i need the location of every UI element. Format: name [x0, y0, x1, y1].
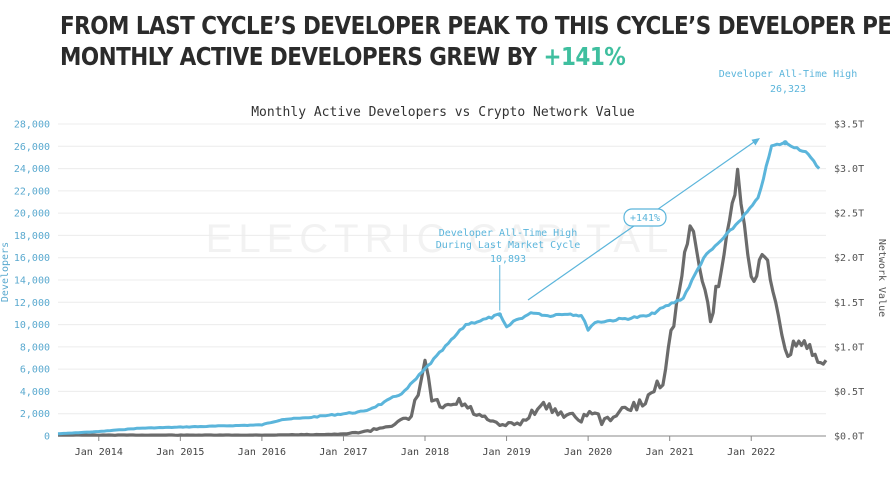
x-axis-tick-label: Jan 2016 — [238, 447, 286, 458]
right-axis-tick-label: $3.5T — [834, 120, 864, 131]
left-axis-tick-label: 20,000 — [14, 209, 50, 220]
x-axis-tick-label: Jan 2015 — [156, 447, 204, 458]
x-axis-tick-label: Jan 2021 — [646, 447, 694, 458]
this-peak-marker — [782, 140, 788, 146]
x-axis-tick-label: Jan 2014 — [75, 447, 123, 458]
last-peak-value: 10,893 — [490, 254, 526, 265]
last-peak-marker — [497, 312, 502, 317]
x-axis-tick-label: Jan 2017 — [319, 447, 367, 458]
left-axis-tick-label: 10,000 — [14, 320, 50, 331]
right-axis-tick-label: $0.5T — [834, 387, 864, 398]
left-axis-tick-label: 28,000 — [14, 120, 50, 131]
chart-title: Monthly Active Developers vs Crypto Netw… — [251, 105, 635, 120]
left-axis-tick-label: 18,000 — [14, 231, 50, 242]
growth-badge — [623, 208, 667, 227]
headline: FROM LAST CYCLE’S DEVELOPER PEAK TO THIS… — [60, 10, 890, 72]
growth-badge-label: +141% — [630, 213, 660, 224]
headline-line-1: FROM LAST CYCLE’S DEVELOPER PEAK TO THIS… — [60, 11, 890, 40]
last-peak-label-line-1: Developer All-Time High — [439, 228, 577, 239]
left-axis-tick-label: 24,000 — [14, 164, 50, 175]
x-axis-tick-label: Jan 2022 — [727, 447, 775, 458]
this-peak-label: Developer All-Time High — [719, 69, 857, 80]
left-axis-label: Developers — [0, 242, 11, 302]
headline-growth-percent: +141% — [543, 42, 626, 71]
left-axis-tick-label: 4,000 — [20, 387, 50, 398]
left-axis-tick-label: 0 — [44, 432, 50, 443]
x-axis-tick-labels: Jan 2014 Jan 2015 Jan 2016 Jan 2017 Jan 2018… — [58, 435, 826, 458]
right-axis-tick-labels: $0.0T $0.5T $1.0T $1.5T $2.0T $2.5T $3.0T $3.5T — [834, 120, 864, 443]
left-axis-tick-labels: 0 2,000 4,000 6,000 8,000 10,000 12,000 14,000 1… — [14, 120, 50, 443]
right-axis-tick-label: $1.5T — [834, 298, 864, 309]
developers-line — [57, 140, 821, 436]
watermark: ELECTRIC CAPITAL — [206, 217, 675, 261]
grid-lines — [58, 123, 826, 437]
right-axis-tick-label: $0.0T — [834, 432, 864, 443]
right-axis-label: Network Value — [876, 239, 887, 317]
last-peak-label-line-2: During Last Market Cycle — [436, 240, 581, 251]
left-axis-tick-label: 8,000 — [20, 342, 50, 353]
network-value-line — [57, 167, 828, 437]
left-axis-tick-label: 22,000 — [14, 186, 50, 197]
left-axis-tick-label: 26,000 — [14, 142, 50, 153]
left-axis-tick-label: 14,000 — [14, 276, 50, 287]
left-axis-tick-label: 6,000 — [20, 365, 50, 376]
right-axis-tick-label: $2.0T — [834, 253, 864, 264]
headline-line-2: MONTHLY ACTIVE DEVELOPERS GREW BY +141% — [60, 41, 890, 72]
headline-line-2-text: MONTHLY ACTIVE DEVELOPERS GREW BY — [60, 42, 544, 71]
left-axis-tick-label: 16,000 — [14, 253, 50, 264]
right-axis-tick-label: $1.0T — [834, 342, 864, 353]
annotations: +141% Developer All-Time High During Las… — [436, 69, 857, 317]
right-axis-tick-label: $3.0T — [834, 164, 864, 175]
x-axis-tick-label: Jan 2020 — [564, 447, 612, 458]
this-peak-value: 26,323 — [770, 84, 806, 95]
right-axis-tick-label: $2.5T — [834, 209, 864, 220]
growth-arrowhead — [751, 138, 760, 146]
x-axis-tick-label: Jan 2019 — [482, 447, 530, 458]
x-axis-tick-label: Jan 2018 — [401, 447, 449, 458]
left-axis-tick-label: 2,000 — [20, 409, 50, 420]
left-axis-tick-label: 12,000 — [14, 298, 50, 309]
